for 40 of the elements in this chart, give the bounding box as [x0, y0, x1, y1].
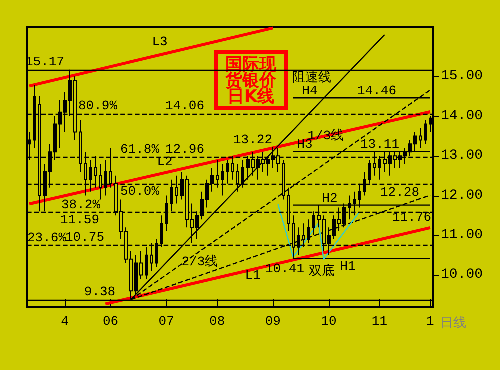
annotation: H1 [340, 259, 356, 274]
x-tick-label: 1 [426, 314, 435, 329]
y-tick-label: 10.00 [441, 267, 484, 284]
annotation: 50.0% [120, 184, 160, 200]
x-tick-label: 11 [372, 314, 388, 329]
y-tick-label: 13.00 [441, 148, 484, 164]
annotation: 9.38 [84, 284, 116, 300]
x-tick-label: 06 [102, 314, 119, 329]
y-tick-label: 12.00 [441, 188, 484, 204]
annotation: 10.41 [265, 262, 305, 276]
annotation: 双底 [309, 264, 335, 280]
x-axis-title: 日线 [440, 316, 466, 331]
annotation: H2 [322, 190, 338, 206]
x-tick-label: 07 [158, 314, 174, 329]
annotation: 12.28 [380, 185, 420, 200]
annotation: 阻速线 [292, 70, 332, 86]
annotation: 61.8% [120, 142, 160, 157]
annotation: 80.9% [78, 98, 118, 114]
annotation: 15.17 [25, 54, 65, 70]
annotation: 10.75 [65, 230, 105, 245]
x-tick-label: 10 [321, 314, 337, 329]
annotation: 14.46 [357, 84, 397, 99]
annotation: 14.06 [165, 98, 205, 114]
x-tick-label: 09 [265, 314, 281, 329]
annotation: 11.59 [60, 212, 100, 228]
y-tick-label: 15.00 [441, 68, 484, 85]
annotation: 2/3线 [182, 254, 218, 270]
annotation: 13.22 [233, 132, 273, 148]
annotation: 23.6% [27, 230, 67, 246]
y-tick-label: 14.00 [441, 108, 484, 124]
y-tick-label: 11.00 [441, 228, 484, 244]
annotation: H4 [302, 84, 318, 99]
annotation: L3 [152, 34, 168, 50]
x-tick-label: 4 [61, 314, 70, 329]
annotation: 38.2% [61, 198, 101, 212]
annotation: 11.76 [392, 210, 432, 225]
x-tick-label: 08 [210, 314, 226, 329]
annotation: L1 [245, 268, 261, 283]
annotation: 12.96 [165, 142, 205, 158]
annotation: 13.11 [360, 137, 400, 152]
